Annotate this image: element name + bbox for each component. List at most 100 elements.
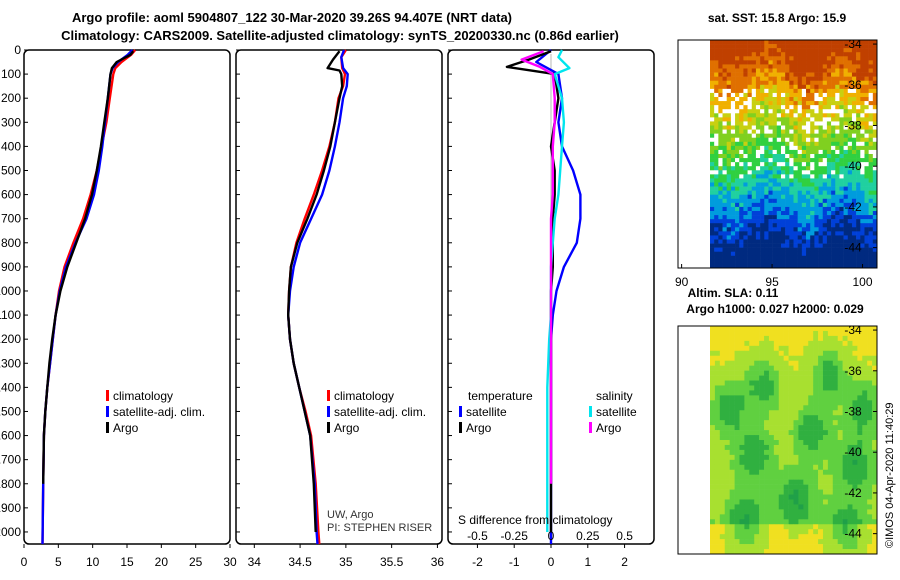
sla-cell <box>872 489 878 495</box>
sst-cell <box>785 76 790 82</box>
sst-cell <box>860 137 865 143</box>
sst-cell <box>806 92 811 98</box>
sst-cell <box>785 198 790 204</box>
sst-cell <box>826 92 832 98</box>
sst-cell <box>789 198 794 204</box>
sla-cell <box>759 534 765 540</box>
sst-cell <box>864 64 869 69</box>
sst-cell <box>722 141 727 147</box>
sst-cell <box>768 194 773 200</box>
sst-cell <box>872 178 878 183</box>
sst-cell <box>818 88 824 94</box>
sla-cell <box>832 444 838 451</box>
sst-cell <box>851 170 857 175</box>
sla-cell <box>783 360 789 366</box>
sla-cell <box>783 469 789 475</box>
sst-cell <box>714 60 719 65</box>
sla-cell <box>778 400 784 406</box>
sla-cell <box>808 355 814 361</box>
sst-cell <box>839 215 844 220</box>
sla-cell <box>714 519 721 525</box>
sst-cell <box>806 211 811 216</box>
sla-cell <box>714 440 721 446</box>
sst-cell <box>714 219 719 224</box>
sst-cell <box>739 174 744 179</box>
sst-cell <box>851 44 857 49</box>
sst-cell <box>710 219 715 224</box>
sla-cell <box>827 365 834 371</box>
sla-cell <box>729 405 735 411</box>
sla-cell <box>832 345 838 352</box>
sst-cell <box>797 202 803 208</box>
sla-cell <box>714 405 721 411</box>
sla-cell <box>788 425 794 431</box>
sla-cell <box>862 385 868 391</box>
sst-cell <box>751 56 757 61</box>
sst-cell <box>847 92 853 98</box>
sst-cell <box>772 178 778 183</box>
sla-cell <box>793 534 799 540</box>
temperature-x-axis: 0 5 10 15 20 25 30 <box>21 544 237 569</box>
sla-cell <box>857 400 863 406</box>
sst-cell <box>735 255 740 261</box>
sst-cell <box>839 219 844 224</box>
sst-cell <box>793 125 798 130</box>
sst-cell <box>872 72 878 77</box>
sst-cell <box>797 88 803 94</box>
sst-cell <box>785 137 790 143</box>
sla-cell <box>867 469 873 475</box>
sla-cell <box>813 499 819 505</box>
sst-cell <box>735 243 740 248</box>
sla-cell <box>798 360 804 366</box>
sst-cell <box>868 40 874 45</box>
sla-cell <box>773 340 780 347</box>
sla-cell <box>832 435 838 441</box>
sst-cell <box>801 190 807 196</box>
sla-cell <box>793 479 799 485</box>
sst-cell <box>743 97 748 102</box>
sla-cell <box>798 484 804 490</box>
sst-cell <box>818 113 824 118</box>
sla-cell <box>798 454 804 461</box>
sst-cell <box>739 235 744 240</box>
sst-cell <box>801 149 807 155</box>
sla-cell <box>710 335 716 342</box>
sla-cell <box>724 375 730 381</box>
sla-cell <box>739 504 745 510</box>
sla-cell <box>764 519 770 525</box>
sst-cell <box>831 223 836 228</box>
sst-cell <box>722 263 727 269</box>
sla-cell <box>818 350 824 357</box>
sla-cell <box>862 484 868 490</box>
sst-x-tick-label: 90 <box>675 275 689 289</box>
sst-cell <box>860 174 865 179</box>
sla-cell <box>832 420 838 426</box>
sst-cell <box>839 194 844 200</box>
sla-cell <box>739 479 745 485</box>
sst-cell <box>810 202 815 208</box>
sla-cell <box>724 335 730 342</box>
sst-cell <box>856 182 861 187</box>
sst-cell <box>718 182 723 187</box>
sst-cell <box>793 137 798 143</box>
sla-cell <box>818 509 824 515</box>
sst-cell <box>818 259 824 265</box>
sla-cell <box>734 410 740 416</box>
sla-cell <box>739 494 745 500</box>
sst-cell <box>710 154 715 159</box>
sla-cell <box>808 395 814 401</box>
sst-cell <box>718 133 723 139</box>
sla-cell <box>783 345 789 352</box>
sst-cell <box>801 239 807 244</box>
sla-cell <box>778 529 784 535</box>
difference-xlabel: S difference from climatology <box>458 513 613 527</box>
sla-cell <box>729 395 735 401</box>
sst-cell <box>772 190 778 196</box>
sla-cell <box>729 524 735 530</box>
sla-cell <box>759 425 765 431</box>
sst-cell <box>780 64 786 69</box>
sst-cell <box>739 80 744 86</box>
sst-cell <box>839 211 844 216</box>
sst-cell <box>801 206 807 212</box>
sst-cell <box>710 206 715 212</box>
